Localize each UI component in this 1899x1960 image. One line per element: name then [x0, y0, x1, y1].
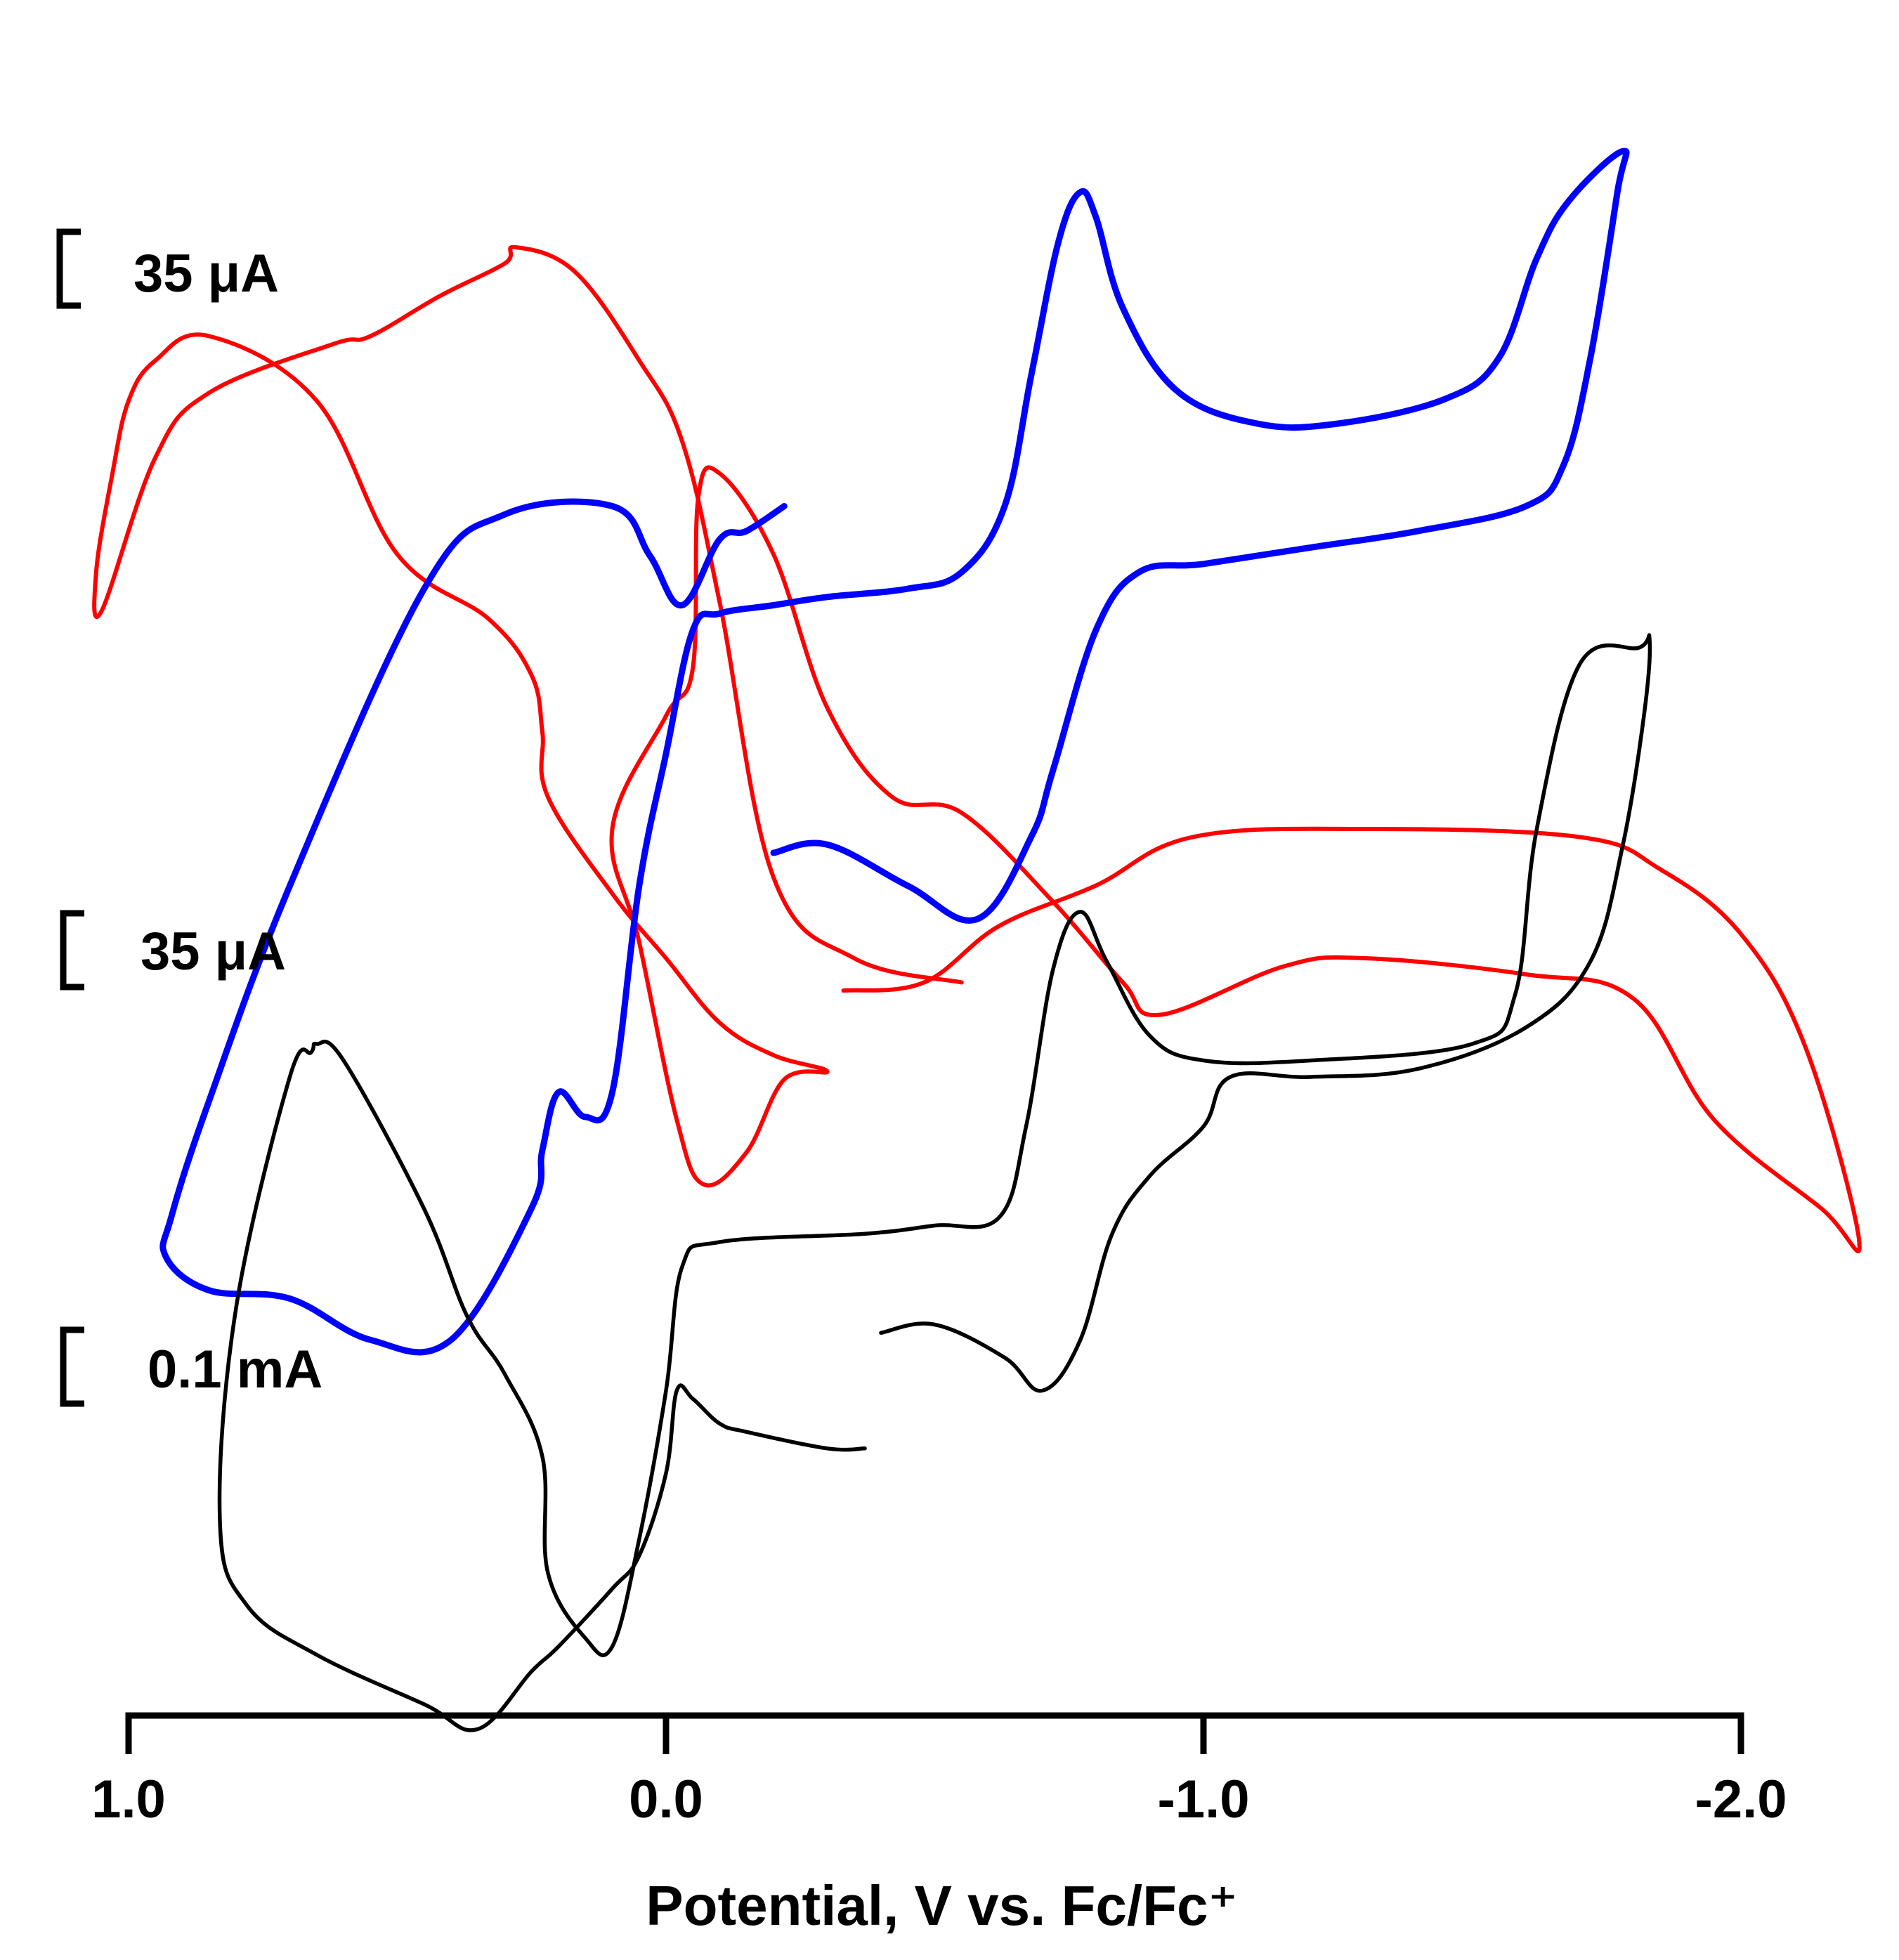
- red-scale-bar: [56, 228, 81, 309]
- black-scale-label: 0.1 mA: [148, 1340, 322, 1399]
- red-cv-trace: [92, 244, 1862, 1254]
- x-tick-label: 1.0: [91, 1770, 166, 1829]
- blue-cv-trace: [159, 148, 1630, 1356]
- x-axis: 1.0 0.0 -1.0 -2.0 Potential, V vs. Fc/Fc⁺: [91, 1712, 1787, 1937]
- blue-scale-label: 35 μA: [141, 922, 286, 981]
- x-tick-label: -2.0: [1695, 1770, 1787, 1829]
- x-axis-title: Potential, V vs. Fc/Fc⁺: [646, 1874, 1237, 1937]
- red-scale-label: 35 μA: [133, 244, 279, 303]
- blue-scale-bar: [60, 910, 84, 991]
- traces-layer: [92, 148, 1862, 1732]
- black-cv-trace: [217, 633, 1652, 1732]
- black-scale-bar: [60, 1326, 84, 1407]
- scale-bars-layer: 35 μA 35 μA 0.1 mA: [56, 228, 322, 1407]
- x-tick-label: 0.0: [629, 1770, 703, 1829]
- x-tick-label: -1.0: [1158, 1770, 1250, 1829]
